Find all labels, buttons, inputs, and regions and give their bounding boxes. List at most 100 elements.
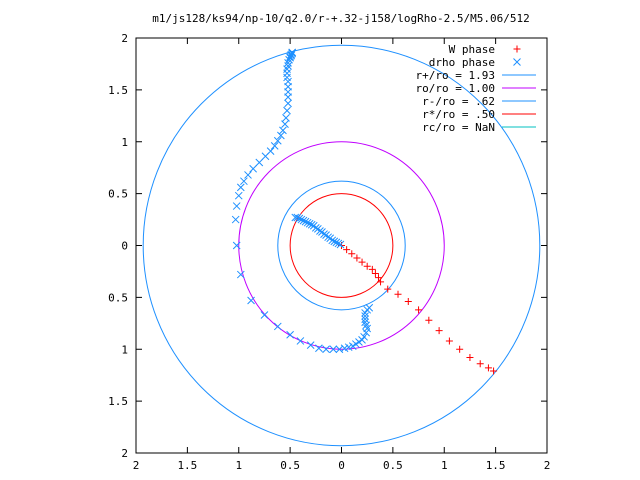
point-0-19 [476,360,484,368]
point-1-65 [281,120,289,128]
ytick-label-7: 1.5 [108,84,128,97]
point-1-7 [305,219,314,228]
point-1-44 [296,337,305,345]
point-0-5 [363,262,371,270]
point-1-64 [279,126,287,135]
point-0-6 [368,265,376,273]
point-1-67 [283,106,291,115]
point-0-8 [374,274,382,282]
point-1-43 [306,341,315,349]
chart-title: m1/js128/ks94/np-10/q2.0/r-+.32-j158/log… [152,12,530,25]
point-1-6 [303,218,312,227]
legend-label-5: r*/ro = .50 [422,108,495,121]
point-1-50 [232,241,241,250]
point-1-58 [255,158,264,167]
legend-label-0: W phase [449,43,495,56]
point-1-41 [322,345,330,354]
series-1 [231,48,374,354]
point-1-52 [232,202,241,210]
point-1-42 [315,344,323,353]
reference-circles [142,44,541,447]
point-1-21 [334,239,343,248]
ytick-label-1: 1.5 [108,395,128,408]
point-0-15 [435,327,443,335]
point-1-26 [361,312,369,320]
point-1-19 [330,237,339,246]
point-0-18 [466,354,474,362]
circle-3 [289,193,394,298]
ytick-label-0: 2 [121,447,128,460]
point-1-8 [307,220,316,229]
point-1-83 [288,49,297,58]
point-1-47 [260,311,269,319]
ytick-label-4: 0 [121,240,128,253]
point-1-85 [288,48,297,57]
point-1-27 [361,315,369,324]
legend-label-2: r+/ro = 1.93 [416,69,495,82]
point-0-10 [384,285,392,293]
point-1-63 [277,131,285,140]
point-0-16 [445,337,453,345]
point-0-3 [353,254,361,262]
xtick-label-2: 1 [235,459,242,472]
ytick-label-5: 0.5 [108,188,128,201]
point-1-18 [328,236,337,245]
series-0 [338,242,498,375]
point-0-7 [371,270,379,278]
circle-2 [277,180,406,311]
point-1-39 [335,345,344,354]
point-1-16 [324,233,332,242]
point-0-20 [484,364,492,372]
xtick-label-7: 1.5 [486,459,506,472]
point-1-1 [293,213,302,222]
circle-0 [142,44,541,447]
legend-label-3: ro/ro = 1.00 [416,82,495,95]
point-1-4 [299,216,308,225]
legend-label-6: rc/ro = NaN [422,121,495,134]
point-1-53 [234,191,243,200]
point-0-17 [456,345,464,353]
point-0-12 [404,298,412,306]
point-0-1 [343,246,351,254]
point-1-5 [301,217,310,226]
ytick-label-6: 1 [121,136,128,149]
point-1-56 [244,171,252,179]
point-1-40 [329,345,338,354]
point-1-62 [273,136,282,145]
point-1-60 [266,147,275,155]
xtick-label-1: 1.5 [177,459,197,472]
ytick-label-8: 2 [121,32,128,45]
point-1-61 [270,142,279,150]
legend-label-4: r-/ro = .62 [422,95,495,108]
point-1-22 [336,240,345,249]
legend-label-1: drho phase [429,56,495,69]
point-1-55 [240,177,248,186]
circle-1 [238,141,445,350]
xtick-label-4: 0 [338,459,345,472]
point-1-57 [249,164,257,173]
point-0-13 [415,306,423,314]
xtick-label-3: 0.5 [280,459,300,472]
point-1-14 [320,230,328,238]
point-0-14 [425,316,433,324]
point-1-46 [273,322,282,331]
xtick-label-6: 1 [441,459,448,472]
point-1-49 [236,270,245,279]
legend-swatch-1 [513,58,521,66]
point-0-11 [394,290,402,298]
point-0-9 [377,278,385,286]
point-1-48 [247,296,255,305]
point-1-76 [284,62,292,70]
point-1-68 [284,99,292,108]
data-series [231,48,498,375]
point-1-20 [332,238,341,247]
point-1-2 [295,214,304,223]
point-1-54 [236,183,245,192]
ytick-label-3: 0.5 [108,291,128,304]
legend-swatch-0 [513,45,521,53]
xtick-label-8: 2 [544,459,551,472]
point-1-3 [297,215,306,224]
point-0-4 [358,258,366,266]
